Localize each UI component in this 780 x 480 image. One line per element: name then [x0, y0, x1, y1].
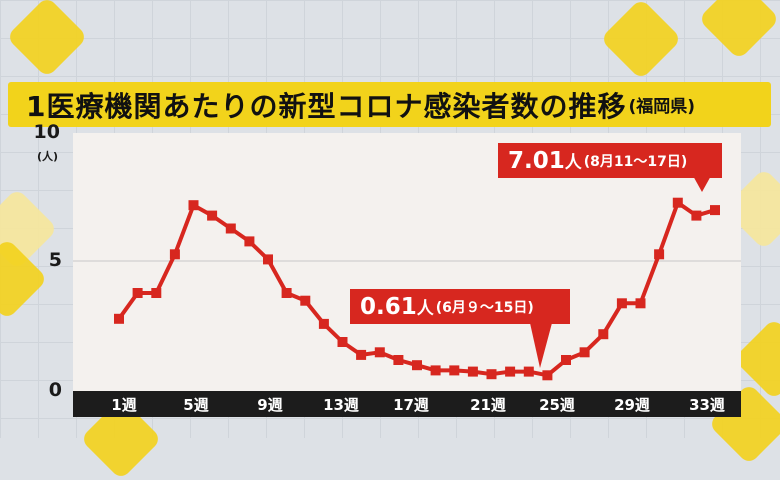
x-axis-bar	[73, 391, 741, 417]
x-tick-label: 9週	[257, 396, 283, 414]
data-point-week-16	[393, 355, 404, 365]
callout-pointer	[530, 323, 552, 368]
line-chart	[73, 174, 741, 381]
x-tick-label: 29週	[614, 396, 650, 414]
data-point-week-22	[505, 366, 516, 377]
callout-minimum-dates: (6月９～15日)	[435, 299, 534, 316]
data-point-week-2	[132, 288, 143, 298]
data-point-week-7	[225, 223, 236, 234]
data-point-week-3	[151, 288, 162, 298]
callout-latest-value: 7.01	[508, 147, 565, 174]
callout-latest-dates: (8月11～17日)	[583, 153, 688, 170]
data-point-week-33	[710, 205, 720, 216]
data-point-week-15	[374, 347, 385, 358]
callout-minimum: 0.61 人 (6月９～15日)	[350, 289, 570, 324]
callout-latest-unit: 人	[564, 153, 582, 173]
data-point-week-24	[542, 370, 553, 381]
data-point-week-10	[281, 288, 292, 298]
data-point-week-11	[300, 295, 311, 306]
data-point-week-20	[467, 366, 478, 377]
y-tick-label-5: 5	[48, 249, 62, 271]
data-point-week-32	[691, 210, 702, 221]
data-point-week-8	[244, 236, 255, 247]
data-point-week-1	[114, 313, 124, 324]
data-point-week-26	[579, 347, 590, 358]
series-markers	[114, 197, 720, 381]
data-point-week-4	[169, 249, 180, 260]
callout-minimum-unit: 人	[416, 299, 434, 319]
data-point-week-18	[430, 365, 441, 376]
data-point-week-17	[412, 360, 422, 371]
data-point-week-23	[523, 366, 534, 377]
data-point-week-31	[672, 197, 683, 208]
data-point-week-21	[486, 369, 497, 380]
data-point-week-14	[356, 349, 367, 360]
y-axis-unit: (人)	[37, 150, 59, 163]
y-tick-label-0: 0	[48, 379, 62, 401]
y-tick-label-10: 10	[33, 121, 60, 143]
data-point-week-29	[635, 298, 646, 309]
x-tick-label: 13週	[323, 396, 359, 414]
data-point-week-27	[598, 329, 609, 340]
data-point-week-9	[263, 254, 273, 265]
data-point-week-5	[188, 200, 199, 211]
data-point-week-6	[207, 210, 218, 221]
x-tick-label: 5週	[183, 396, 209, 414]
x-tick-label: 25週	[539, 396, 575, 414]
x-tick-label: 1週	[111, 396, 137, 414]
x-tick-label: 33週	[689, 396, 725, 414]
data-point-week-13	[337, 337, 348, 347]
callout-pointer	[692, 174, 712, 192]
data-point-week-19	[449, 365, 460, 376]
callout-latest: 7.01 人 (8月11～17日)	[498, 143, 722, 178]
x-tick-label: 17週	[393, 396, 429, 414]
chart-subtitle: (福岡県)	[628, 97, 696, 117]
chart-title: 1医療機関あたりの新型コロナ感染者数の推移	[26, 89, 627, 123]
data-point-week-30	[654, 249, 665, 260]
data-point-week-25	[561, 355, 571, 365]
data-point-week-28	[616, 298, 627, 309]
data-point-week-12	[318, 318, 329, 329]
callout-minimum-value: 0.61	[360, 293, 417, 320]
chart-title-bar: 1医療機関あたりの新型コロナ感染者数の推移 (福岡県)	[8, 82, 771, 127]
x-tick-label: 21週	[470, 396, 506, 414]
